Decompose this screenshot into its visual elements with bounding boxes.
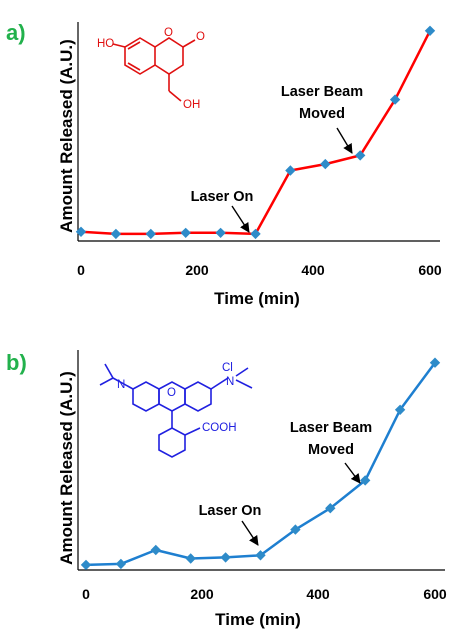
panel-b: b) Amount Released (A.U.) 0 200 400 600 … (6, 350, 447, 629)
panel-b-annotation-laser-on-arrow (241, 520, 259, 546)
panel-b-data-point (185, 553, 196, 564)
panel-a-data-point (145, 228, 156, 240)
panel-a-x-tick-label: 600 (418, 262, 442, 278)
panel-a-x-tick-label: 200 (185, 262, 209, 278)
panel-a-data-point (250, 228, 261, 240)
panel-b-x-tick-label: 200 (190, 586, 214, 602)
panel-a-structure-label: O (196, 31, 205, 43)
panel-b-data-point (115, 558, 127, 570)
panel-b-x-tick-label: 600 (423, 586, 447, 602)
panel-a-structure-label: OH (183, 99, 200, 111)
panel-b-data-point (150, 544, 161, 556)
panel-a-x-axis-title: Time (min) (214, 289, 300, 308)
panel-a-data-point (110, 228, 122, 240)
panel-b-structure-label: Cl (222, 362, 233, 374)
panel-a-data-point (75, 226, 87, 237)
panel-a-x-tick-label: 0 (77, 262, 85, 278)
panel-b-chemical-structure (99, 363, 253, 458)
panel-b-data-point (429, 357, 441, 368)
panel-b-structure-label: N (226, 376, 234, 388)
panel-b-structure-label: O (167, 387, 176, 399)
panel-a: a) Amount Released (A.U.) 0 200 400 600 … (6, 20, 442, 308)
panel-a-data-point (424, 25, 436, 36)
panel-a-annotation-laser-moved-arrow (336, 127, 353, 154)
panel-b-letter: b) (6, 350, 27, 375)
panel-b-series-line (85, 361, 437, 567)
panel-a-data-point (355, 150, 366, 161)
panel-a-annotation-laser-moved: Laser Beam (281, 84, 363, 100)
panel-b-annotation-laser-moved: Moved (308, 442, 354, 458)
panel-a-data-point (320, 158, 331, 170)
panel-b-data-point (394, 404, 406, 415)
panel-a-data-point (180, 227, 191, 238)
panel-a-plot (75, 25, 436, 240)
panel-b-y-axis-title: Amount Released (A.U.) (57, 371, 76, 565)
panel-b-annotation-laser-moved: Laser Beam (290, 420, 372, 436)
panel-a-structure-label: O (164, 27, 173, 39)
panel-b-structure-label: N (117, 379, 125, 391)
panel-b-x-tick-label: 400 (306, 586, 330, 602)
panel-b-data-point (80, 559, 92, 571)
panel-a-structure-label: HO (97, 38, 114, 50)
panel-a-series-line (80, 30, 432, 236)
panel-a-letter: a) (6, 20, 26, 45)
panel-a-x-tick-label: 400 (301, 262, 325, 278)
panel-a-chemical-structure (112, 37, 196, 102)
panel-b-data-point (360, 475, 371, 486)
panel-b-x-tick-label: 0 (82, 586, 90, 602)
panel-b-data-point (220, 552, 231, 563)
panel-a-y-axis-title: Amount Released (A.U.) (57, 39, 76, 233)
panel-a-data-point (389, 94, 401, 105)
panel-b-structure-label: COOH (202, 422, 237, 434)
panel-b-annotation-laser-moved-arrow (344, 462, 361, 484)
panel-b-plot (80, 357, 441, 571)
panel-b-x-axis-title: Time (min) (215, 610, 301, 629)
panel-a-annotation-laser-on-arrow (231, 205, 250, 233)
panel-a-annotation-laser-on: Laser On (191, 189, 254, 205)
panel-b-data-point (325, 503, 336, 514)
panel-a-data-point (215, 227, 226, 238)
panel-a-annotation-laser-moved: Moved (299, 106, 345, 122)
panel-b-data-point (255, 550, 266, 561)
panel-b-annotation-laser-on: Laser On (199, 503, 262, 519)
panel-b-data-point (290, 524, 301, 535)
panel-a-data-point (285, 165, 296, 176)
